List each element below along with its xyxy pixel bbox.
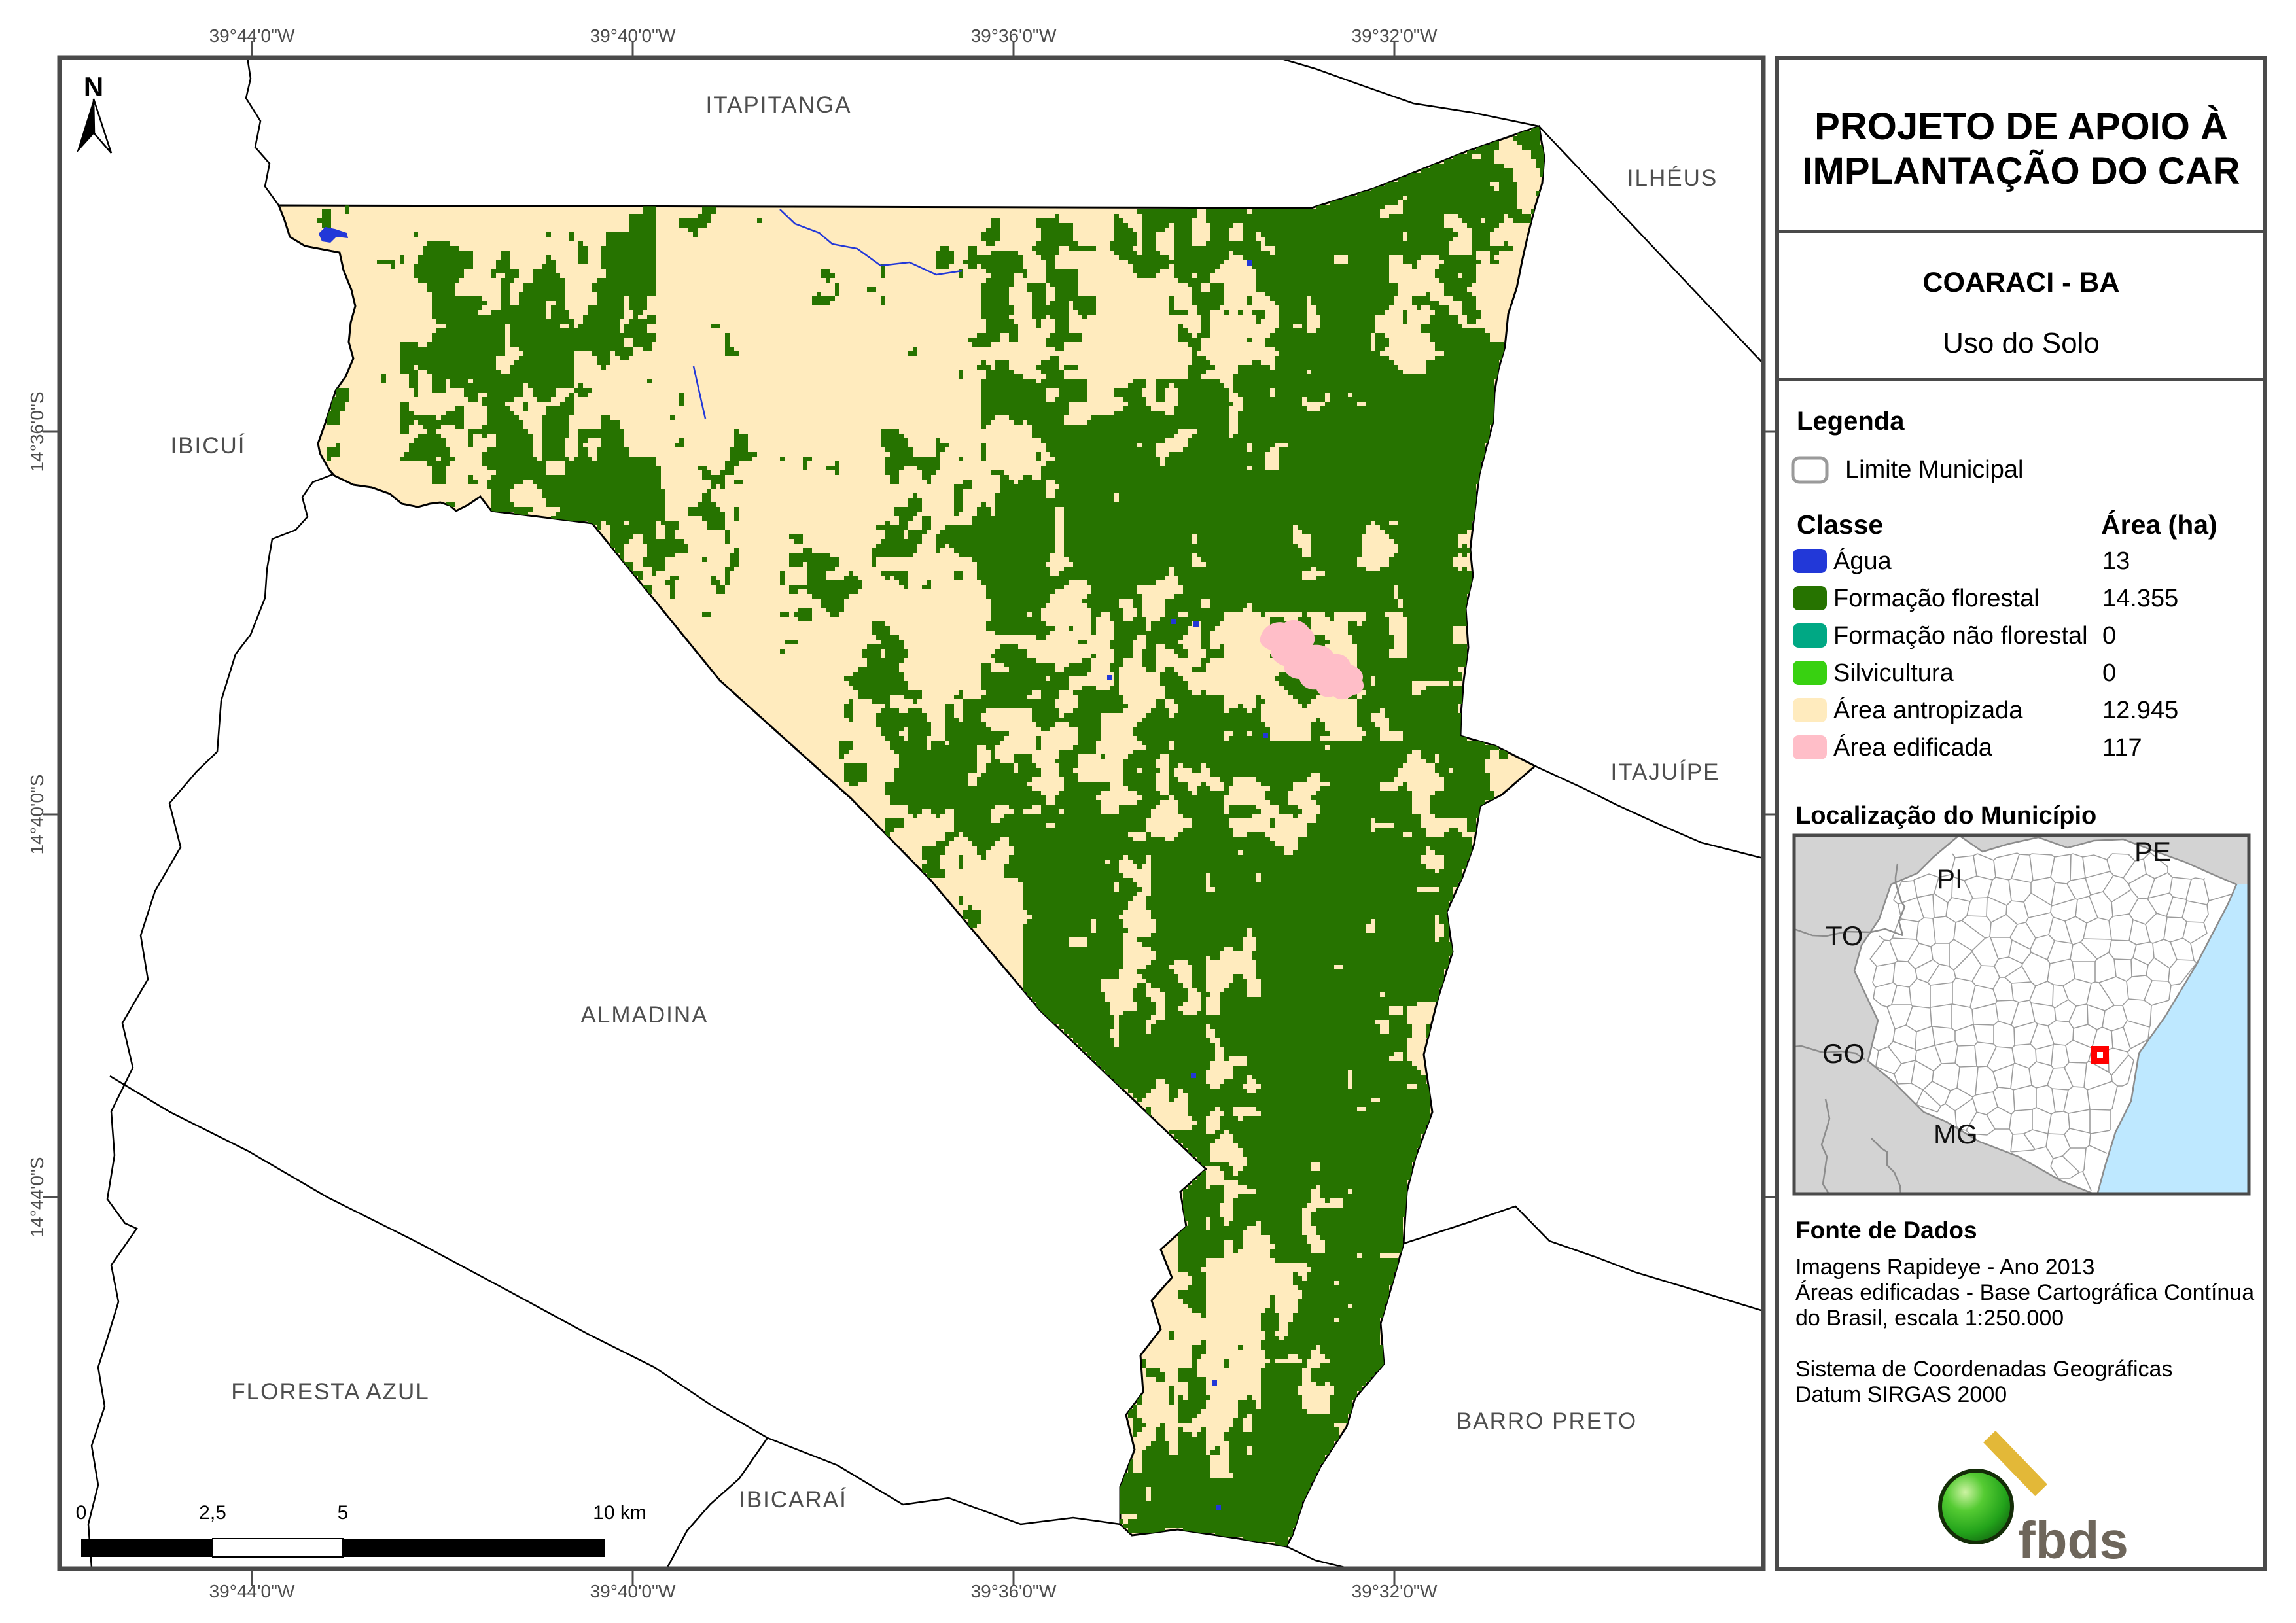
svg-text:14.355: 14.355 (2102, 585, 2178, 612)
svg-text:IBICUÍ: IBICUÍ (170, 433, 245, 459)
svg-text:Formação florestal: Formação florestal (1833, 585, 2040, 612)
svg-text:ITAPITANGA: ITAPITANGA (706, 92, 852, 118)
svg-text:117: 117 (2102, 734, 2142, 761)
svg-text:MG: MG (1934, 1119, 1978, 1149)
svg-text:GO: GO (1822, 1038, 1865, 1069)
svg-text:39°32'0"W: 39°32'0"W (1352, 1581, 1438, 1601)
svg-text:12.945: 12.945 (2102, 697, 2178, 724)
svg-text:Imagens Rapideye - Ano 2013: Imagens Rapideye - Ano 2013 (1795, 1255, 2094, 1280)
svg-text:ILHÉUS: ILHÉUS (1627, 166, 1718, 191)
svg-text:Formação não florestal: Formação não florestal (1833, 622, 2088, 650)
svg-text:Área antropizada: Área antropizada (1833, 696, 2023, 724)
svg-text:PE: PE (2134, 836, 2171, 867)
svg-text:0: 0 (76, 1502, 87, 1524)
svg-text:13: 13 (2102, 548, 2130, 575)
svg-text:ALMADINA: ALMADINA (581, 1002, 709, 1028)
svg-text:TO: TO (1826, 920, 1863, 951)
svg-text:0: 0 (2102, 622, 2116, 650)
svg-text:39°36'0"W: 39°36'0"W (971, 1581, 1057, 1601)
svg-text:Classe: Classe (1797, 510, 1883, 540)
svg-text:PI: PI (1937, 864, 1963, 894)
svg-text:Legenda: Legenda (1797, 407, 1905, 436)
svg-text:FLORESTA AZUL: FLORESTA AZUL (231, 1379, 430, 1405)
svg-text:Água: Água (1833, 547, 1892, 575)
svg-text:ITAJUÍPE: ITAJUÍPE (1610, 759, 1720, 785)
svg-text:COARACI - BA: COARACI - BA (1923, 267, 2120, 298)
svg-text:39°36'0"W: 39°36'0"W (971, 26, 1057, 46)
svg-text:PROJETO DE APOIO À: PROJETO DE APOIO À (1814, 105, 2228, 148)
svg-text:39°32'0"W: 39°32'0"W (1352, 26, 1438, 46)
svg-text:39°40'0"W: 39°40'0"W (590, 26, 676, 46)
svg-text:14°40'0"S: 14°40'0"S (27, 774, 47, 854)
svg-text:Áreas edificadas - Base Cartog: Áreas edificadas - Base Cartográfica Con… (1795, 1280, 2254, 1305)
svg-text:fbds: fbds (2018, 1511, 2128, 1569)
svg-text:Uso do Solo: Uso do Solo (1943, 327, 2100, 359)
svg-text:14°44'0"S: 14°44'0"S (27, 1157, 47, 1237)
svg-text:N: N (84, 71, 103, 102)
svg-text:Datum SIRGAS 2000: Datum SIRGAS 2000 (1795, 1382, 2007, 1407)
svg-text:do Brasil, escala 1:250.000: do Brasil, escala 1:250.000 (1795, 1306, 2064, 1331)
svg-text:Sistema de Coordenadas Geográf: Sistema de Coordenadas Geográficas (1795, 1357, 2172, 1382)
svg-text:5: 5 (338, 1502, 349, 1524)
svg-text:BARRO PRETO: BARRO PRETO (1457, 1408, 1637, 1434)
svg-text:IMPLANTAÇÃO DO CAR: IMPLANTAÇÃO DO CAR (1802, 150, 2240, 192)
svg-text:39°40'0"W: 39°40'0"W (590, 1581, 676, 1601)
svg-text:Localização do Município: Localização do Município (1795, 802, 2096, 829)
svg-text:Fonte de Dados: Fonte de Dados (1795, 1217, 1977, 1244)
svg-text:2,5: 2,5 (199, 1502, 226, 1524)
svg-text:Área edificada: Área edificada (1833, 733, 1993, 761)
svg-text:14°36'0"S: 14°36'0"S (27, 391, 47, 472)
svg-text:39°44'0"W: 39°44'0"W (209, 1581, 295, 1601)
svg-text:IBICARAÍ: IBICARAÍ (739, 1487, 847, 1512)
svg-text:0: 0 (2102, 659, 2116, 687)
svg-text:10 km: 10 km (593, 1502, 646, 1524)
svg-text:Silvicultura: Silvicultura (1833, 659, 1954, 687)
svg-text:39°44'0"W: 39°44'0"W (209, 26, 295, 46)
svg-text:Área (ha): Área (ha) (2101, 510, 2217, 540)
svg-text:Limite Municipal: Limite Municipal (1845, 456, 2023, 483)
